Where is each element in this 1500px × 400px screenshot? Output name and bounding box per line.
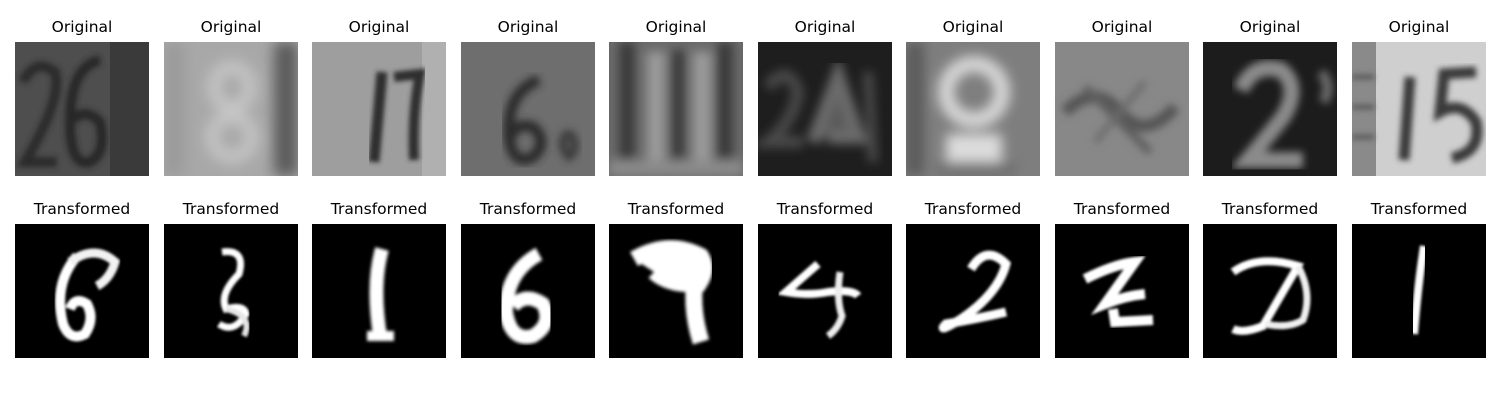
original-image-8 <box>1055 42 1189 176</box>
digit-image <box>312 224 446 358</box>
tile-title: Transformed <box>479 200 577 218</box>
tile-title: Original <box>1388 18 1450 36</box>
digit-image <box>609 42 743 176</box>
digit-image <box>758 42 892 176</box>
digit-image <box>164 224 298 358</box>
tile-title: Transformed <box>1221 200 1319 218</box>
tile-title: Transformed <box>924 200 1022 218</box>
transformed-image-4 <box>461 224 595 358</box>
original-image-7 <box>906 42 1040 176</box>
original-image-4 <box>461 42 595 176</box>
tile-title: Original <box>794 18 856 36</box>
digit-image <box>461 42 595 176</box>
tile-title: Transformed <box>776 200 874 218</box>
digit-image <box>15 224 149 358</box>
original-image-3 <box>312 42 446 176</box>
transformed-image-8 <box>1055 224 1189 358</box>
transformed-image-7 <box>906 224 1040 358</box>
transformed-image-2 <box>164 224 298 358</box>
digit-image <box>906 42 1040 176</box>
digit-image <box>164 42 298 176</box>
tile-title: Transformed <box>33 200 131 218</box>
transformed-image-3 <box>312 224 446 358</box>
transformed-image-9 <box>1203 224 1337 358</box>
tile-title: Original <box>1091 18 1153 36</box>
original-image-2 <box>164 42 298 176</box>
tile-title: Transformed <box>1073 200 1171 218</box>
transformed-image-5 <box>609 224 743 358</box>
tile-title: Transformed <box>182 200 280 218</box>
tile-title: Original <box>51 18 113 36</box>
transformed-image-6 <box>758 224 892 358</box>
tile-title: Original <box>1239 18 1301 36</box>
digit-image <box>312 42 446 176</box>
digit-image <box>609 224 743 358</box>
tile-title: Original <box>348 18 410 36</box>
tile-title: Transformed <box>627 200 725 218</box>
transformed-image-1 <box>15 224 149 358</box>
digit-image <box>15 42 149 176</box>
tile-title: Original <box>645 18 707 36</box>
tile-title: Original <box>497 18 559 36</box>
digit-image <box>1352 42 1486 176</box>
digit-image <box>1055 42 1189 176</box>
digit-image <box>906 224 1040 358</box>
tile-title: Transformed <box>330 200 428 218</box>
tile-title: Transformed <box>1370 200 1468 218</box>
original-image-9 <box>1203 42 1337 176</box>
original-image-1 <box>15 42 149 176</box>
tile-title: Original <box>200 18 262 36</box>
original-image-5 <box>609 42 743 176</box>
tile-title: Original <box>942 18 1004 36</box>
transformed-image-10 <box>1352 224 1486 358</box>
digit-image <box>758 224 892 358</box>
digit-image <box>1203 42 1337 176</box>
digit-image <box>1055 224 1189 358</box>
digit-image <box>461 224 595 358</box>
digit-image <box>1203 224 1337 358</box>
original-image-6 <box>758 42 892 176</box>
digit-image <box>1352 224 1486 358</box>
original-image-10 <box>1352 42 1486 176</box>
